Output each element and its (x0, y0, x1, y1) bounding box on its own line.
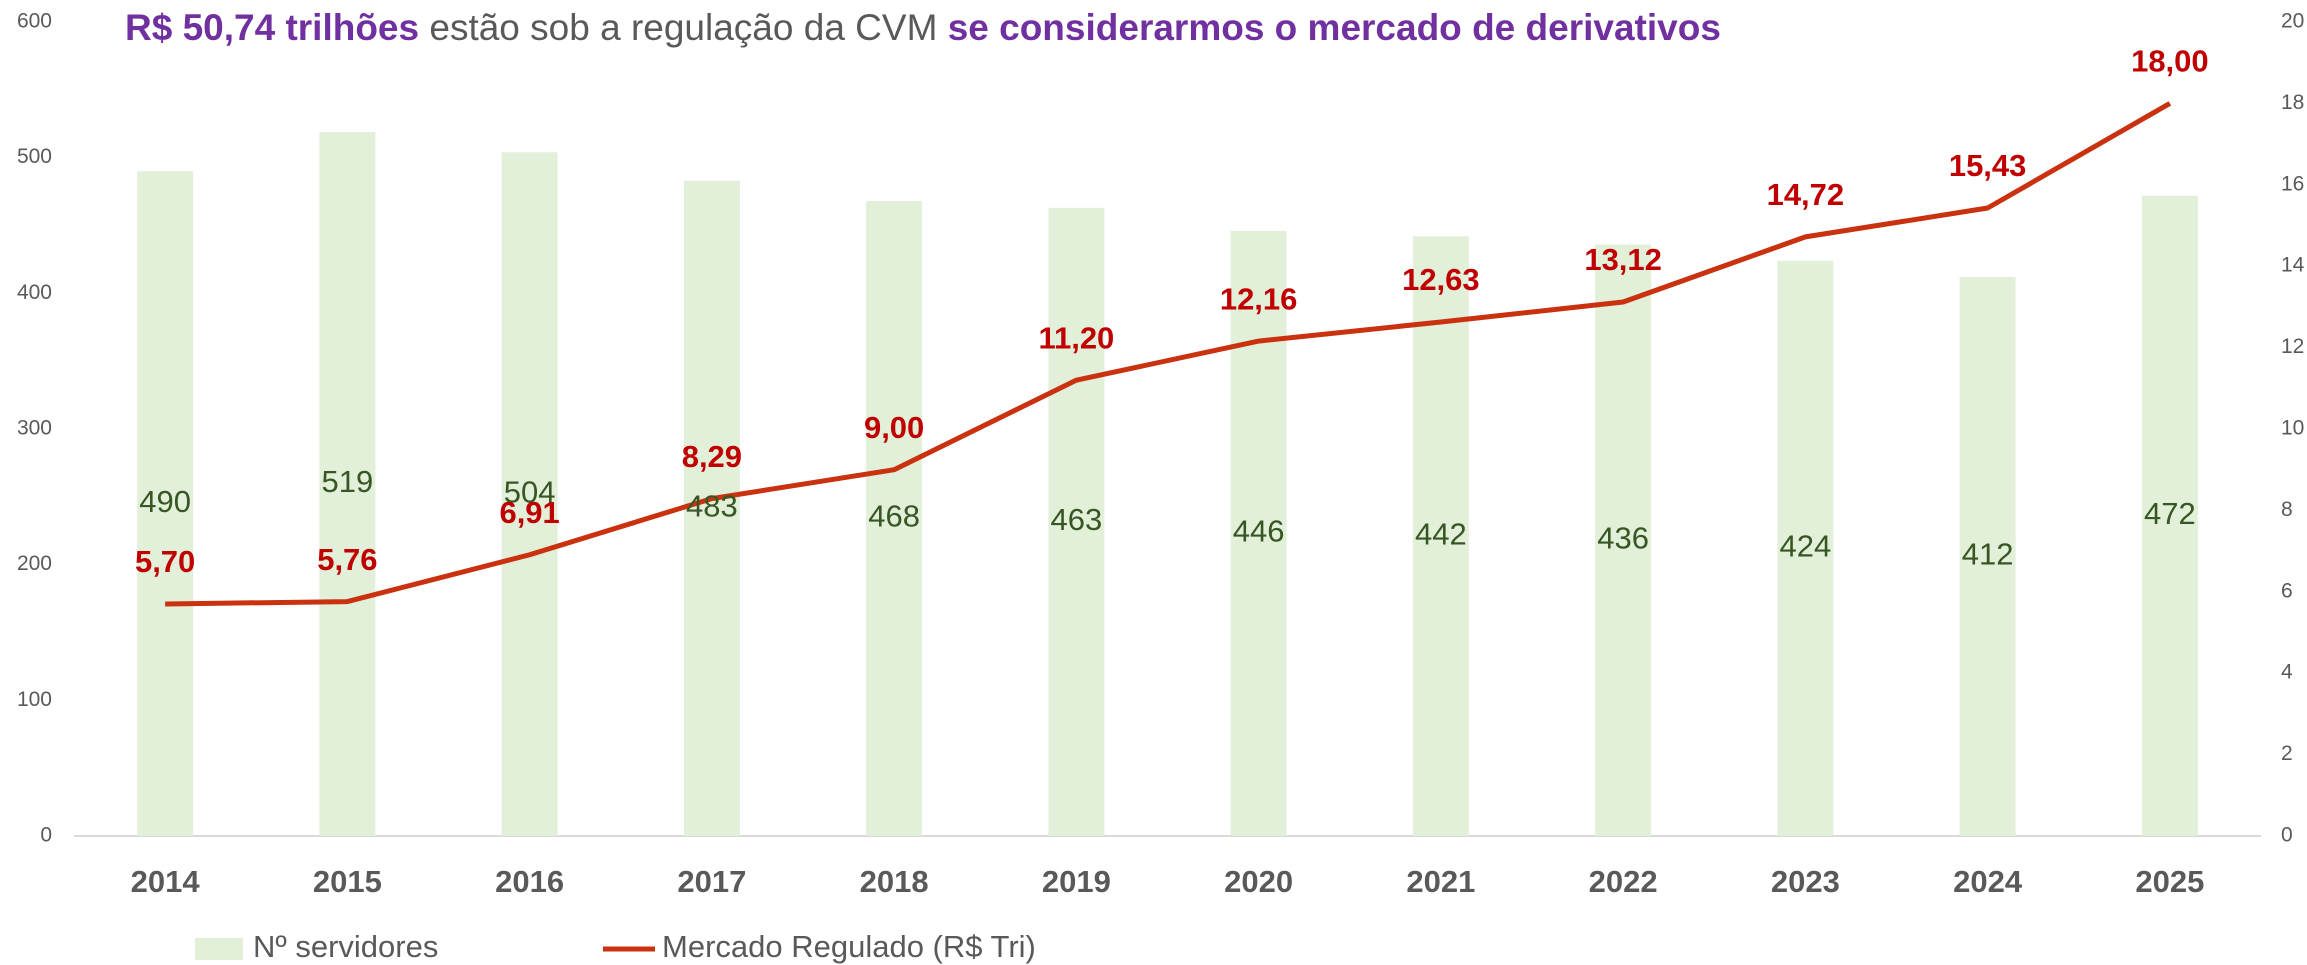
bar (501, 152, 558, 837)
y-tick-label: 200 (17, 552, 52, 575)
y2-tick-label: 0 (2281, 824, 2293, 847)
x-tick-label: 2016 (495, 864, 564, 899)
x-tick-label: 2022 (1589, 864, 1658, 899)
bar-value-label: 468 (868, 499, 920, 534)
bar (319, 131, 376, 836)
y2-tick-label: 20 (2281, 10, 2304, 33)
bar (2141, 195, 2198, 837)
line-value-label: 8,29 (682, 439, 742, 474)
x-tick-label: 2018 (860, 864, 929, 899)
line-value-label: 11,20 (1038, 320, 1114, 355)
bar-value-label: 483 (686, 489, 738, 524)
line-value-label: 14,72 (1767, 177, 1845, 212)
line-value-label: 5,70 (135, 544, 195, 579)
y-tick-label: 600 (17, 10, 52, 33)
line-value-label: 18,00 (2131, 44, 2209, 79)
line-value-label: 15,43 (1949, 148, 2027, 183)
bar-value-label: 424 (1780, 529, 1832, 564)
x-tick-label: 2020 (1224, 864, 1293, 899)
y-tick-label: 400 (17, 281, 52, 304)
title-part: estão sob a regulação da CVM (419, 7, 948, 48)
x-tick-label: 2021 (1406, 864, 1475, 899)
y-tick-label: 0 (40, 824, 52, 847)
bar (866, 201, 923, 836)
line-value-label: 12,16 (1220, 281, 1298, 316)
y2-tick-label: 10 (2281, 417, 2304, 440)
x-tick-label: 2024 (1953, 864, 2023, 899)
legend-swatch (195, 938, 243, 960)
line-value-label: 13,12 (1584, 242, 1662, 277)
line-value-label: 5,76 (317, 542, 377, 577)
bar-value-label: 490 (139, 484, 191, 519)
bar-value-label: 519 (322, 464, 374, 499)
x-tick-label: 2014 (131, 864, 201, 899)
y2-tick-label: 2 (2281, 742, 2293, 765)
legend-label: Nº servidores (253, 929, 438, 964)
bar (1595, 244, 1652, 836)
x-tick-label: 2019 (1042, 864, 1111, 899)
bar (1777, 260, 1834, 837)
bar (1412, 236, 1469, 836)
x-tick-label: 2023 (1771, 864, 1840, 899)
x-tick-label: 2017 (677, 864, 746, 899)
bar-value-label: 446 (1233, 514, 1285, 549)
x-tick-label: 2025 (2135, 864, 2204, 899)
y2-tick-label: 6 (2281, 579, 2293, 602)
bar (1959, 277, 2016, 836)
y2-tick-label: 12 (2281, 335, 2304, 358)
title-part: R$ 50,74 trilhões (125, 7, 419, 48)
bar (1048, 207, 1105, 836)
line-value-label: 12,63 (1402, 262, 1480, 297)
y2-tick-label: 8 (2281, 498, 2293, 521)
legend-label: Mercado Regulado (R$ Tri) (662, 929, 1036, 964)
bar-value-label: 442 (1415, 516, 1467, 551)
y2-tick-label: 16 (2281, 172, 2304, 195)
bar (137, 171, 194, 836)
y2-tick-label: 14 (2281, 254, 2305, 277)
line-value-label: 9,00 (864, 410, 924, 445)
y-tick-label: 500 (17, 145, 52, 168)
bar (683, 180, 740, 837)
line (165, 101, 2172, 607)
bar-value-label: 504 (504, 474, 556, 509)
bar-value-label: 463 (1051, 502, 1103, 537)
line-value-label: 6,91 (499, 495, 559, 530)
y-tick-label: 300 (17, 417, 52, 440)
bar-value-label: 436 (1597, 520, 1649, 555)
bar-value-label: 472 (2144, 496, 2196, 531)
x-tick-label: 2015 (313, 864, 382, 899)
chart-title: R$ 50,74 trilhões estão sob a regulação … (125, 7, 1721, 48)
bar-value-label: 412 (1962, 537, 2014, 572)
title-part: se considerarmos o mercado de derivativo… (948, 7, 1721, 48)
y-tick-label: 100 (17, 688, 52, 711)
y2-tick-label: 4 (2281, 661, 2293, 684)
bar (1230, 230, 1287, 837)
y2-tick-label: 18 (2281, 91, 2304, 114)
